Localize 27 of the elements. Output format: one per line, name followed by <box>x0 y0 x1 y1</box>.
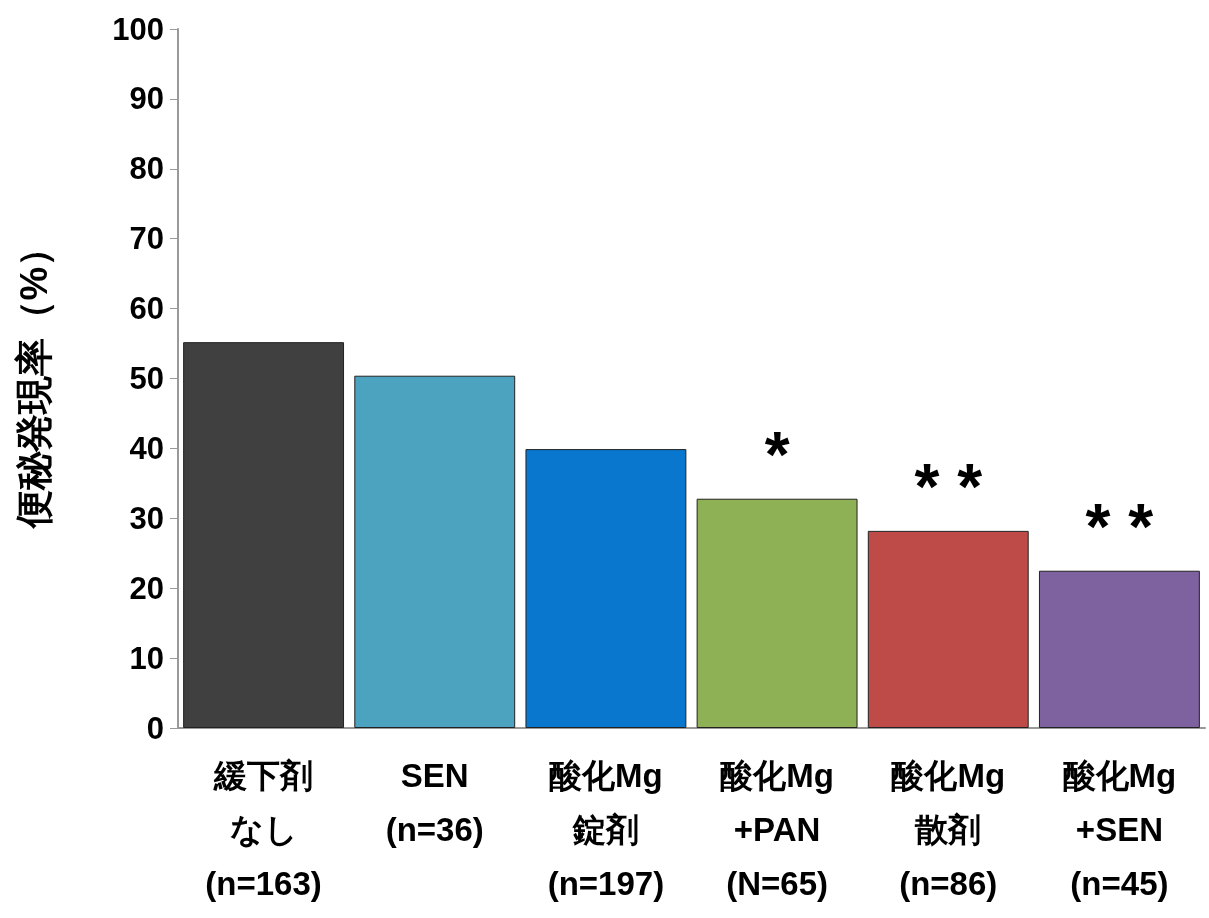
x-tick-label: 緩下剤なし (n=163) <box>205 756 322 902</box>
x-tick-label: 酸化Mg 散剤 (n=86) <box>891 756 1006 902</box>
y-tick-label: 70 <box>129 221 164 257</box>
annotation: * <box>764 418 790 491</box>
bar <box>354 375 516 728</box>
annotation: * * <box>1085 490 1154 563</box>
bar <box>696 498 858 728</box>
y-tick-label: 80 <box>129 151 164 187</box>
y-tick-label: 40 <box>129 430 164 466</box>
y-tick-label: 20 <box>129 570 164 606</box>
x-tick-label: 酸化Mg +PAN (N=65) <box>720 756 834 902</box>
x-tick-label: 酸化Mg 錠剤 (n=197) <box>547 756 665 902</box>
y-tick-label: 60 <box>129 291 164 327</box>
y-axis-title: 便秘発現率（%） <box>13 228 55 531</box>
bar <box>183 342 345 728</box>
bar <box>1038 570 1200 728</box>
x-tick-label: SEN (n=36) <box>385 756 484 848</box>
y-tick-label: 100 <box>112 11 164 47</box>
y-tick-label: 90 <box>129 81 164 117</box>
bar <box>525 449 687 728</box>
y-tick-label: 0 <box>146 710 164 746</box>
annotation: * * <box>914 450 983 523</box>
bar <box>867 530 1029 728</box>
y-tick-label: 10 <box>129 640 164 676</box>
y-tick-label: 30 <box>129 500 164 536</box>
x-tick-label: 酸化Mg +SEN (n=45) <box>1062 756 1177 902</box>
y-tick-label: 50 <box>129 361 164 396</box>
